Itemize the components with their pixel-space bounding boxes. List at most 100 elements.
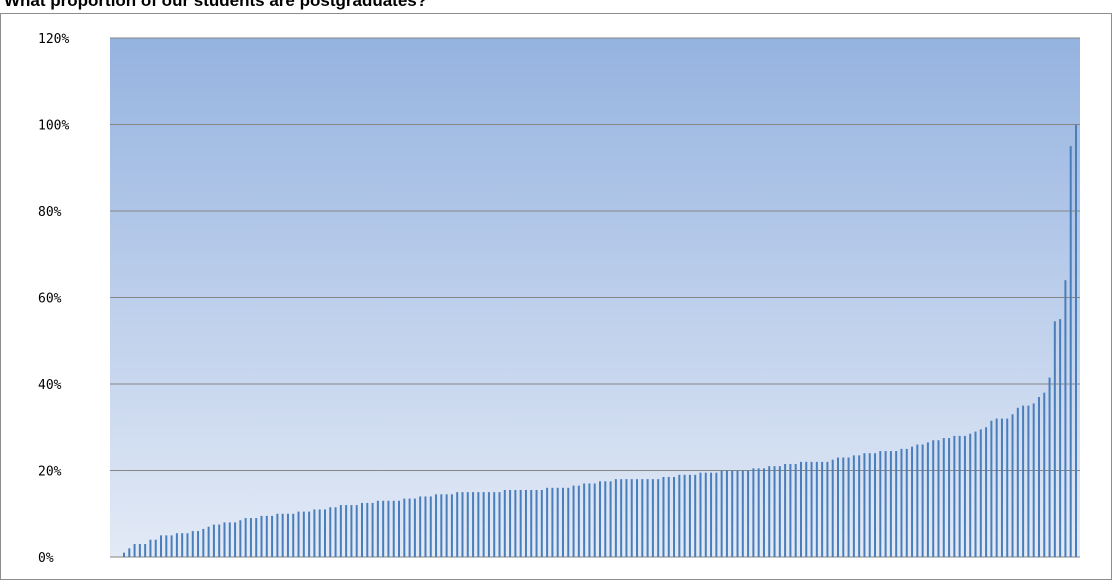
- bar: [773, 466, 776, 557]
- bar: [355, 505, 358, 557]
- bar: [863, 453, 866, 557]
- bar: [900, 448, 903, 558]
- bar: [308, 511, 311, 557]
- bar: [625, 479, 628, 557]
- bar: [181, 533, 184, 557]
- bar: [392, 500, 395, 557]
- bar: [1069, 146, 1072, 558]
- bar: [916, 444, 919, 557]
- bar: [202, 528, 205, 557]
- bar: [514, 489, 517, 557]
- bar: [493, 492, 496, 558]
- y-tick-label: 60%: [38, 292, 62, 307]
- y-tick-label: 120%: [38, 32, 69, 47]
- bar: [667, 476, 670, 557]
- bar: [323, 509, 326, 557]
- bar: [815, 461, 818, 557]
- bar: [170, 535, 173, 558]
- bar: [1022, 405, 1025, 558]
- bar: [614, 479, 617, 557]
- bar: [371, 502, 374, 557]
- bar: [228, 522, 231, 557]
- bar: [191, 531, 194, 557]
- bar: [387, 500, 390, 557]
- bar: [953, 435, 956, 557]
- bar: [1000, 418, 1003, 557]
- bar: [821, 461, 824, 557]
- bar: [165, 535, 168, 558]
- bar: [509, 489, 512, 557]
- bar: [942, 438, 945, 557]
- bar: [361, 502, 363, 557]
- bar: [646, 479, 649, 557]
- bar: [556, 487, 559, 557]
- bar: [302, 511, 305, 557]
- bar: [905, 448, 908, 558]
- bar: [837, 457, 839, 557]
- bar: [831, 459, 834, 557]
- bar: [990, 420, 993, 557]
- bar: [419, 496, 422, 557]
- bar: [1059, 319, 1062, 558]
- bar: [889, 451, 892, 557]
- bar: [583, 483, 586, 557]
- bar: [688, 474, 691, 557]
- bar: [847, 457, 850, 557]
- bar: [636, 479, 639, 557]
- bar: [858, 455, 861, 557]
- bar: [884, 451, 887, 557]
- bar: [1032, 403, 1035, 557]
- y-tick-label: 100%: [38, 119, 69, 134]
- bar: [948, 438, 951, 557]
- bar: [757, 468, 760, 557]
- bar: [1016, 407, 1019, 557]
- bar: [762, 468, 765, 557]
- bar: [398, 500, 401, 557]
- bar: [805, 461, 808, 557]
- bar: [123, 552, 125, 557]
- y-tick-label: 20%: [38, 465, 62, 480]
- bar: [932, 440, 935, 557]
- bar: [572, 485, 575, 557]
- y-tick-label: 80%: [38, 205, 62, 220]
- bar: [794, 464, 797, 557]
- bar: [995, 418, 998, 557]
- bar: [551, 487, 554, 557]
- bar: [292, 513, 295, 557]
- bar: [577, 485, 580, 557]
- bar: [985, 427, 988, 557]
- bar: [239, 520, 242, 557]
- bar: [588, 483, 591, 557]
- bar: [461, 492, 464, 558]
- bar: [609, 481, 612, 557]
- bar: [969, 433, 972, 557]
- bar: [895, 451, 898, 557]
- bar: [408, 498, 411, 557]
- bar: [1011, 414, 1014, 557]
- bar: [810, 461, 813, 557]
- bar: [662, 476, 665, 557]
- bar: [445, 494, 448, 557]
- bar: [789, 464, 792, 557]
- bar: [641, 479, 644, 557]
- bar: [519, 489, 522, 557]
- bar: [799, 461, 802, 557]
- bar: [329, 507, 332, 557]
- bar: [271, 515, 274, 557]
- bar: [249, 518, 252, 557]
- bar: [604, 481, 607, 557]
- bar: [498, 492, 501, 558]
- bar: [207, 526, 210, 557]
- bar: [630, 479, 633, 557]
- bar: [1037, 396, 1040, 557]
- bar: [879, 451, 882, 557]
- bar: [736, 470, 739, 557]
- bar: [540, 489, 543, 557]
- bar: [133, 544, 136, 557]
- bar: [197, 531, 200, 557]
- chart-title: What proportion of our students are post…: [4, 0, 428, 10]
- bar: [561, 487, 564, 557]
- bar: [503, 489, 506, 557]
- bar: [345, 505, 348, 557]
- bar: [244, 518, 247, 557]
